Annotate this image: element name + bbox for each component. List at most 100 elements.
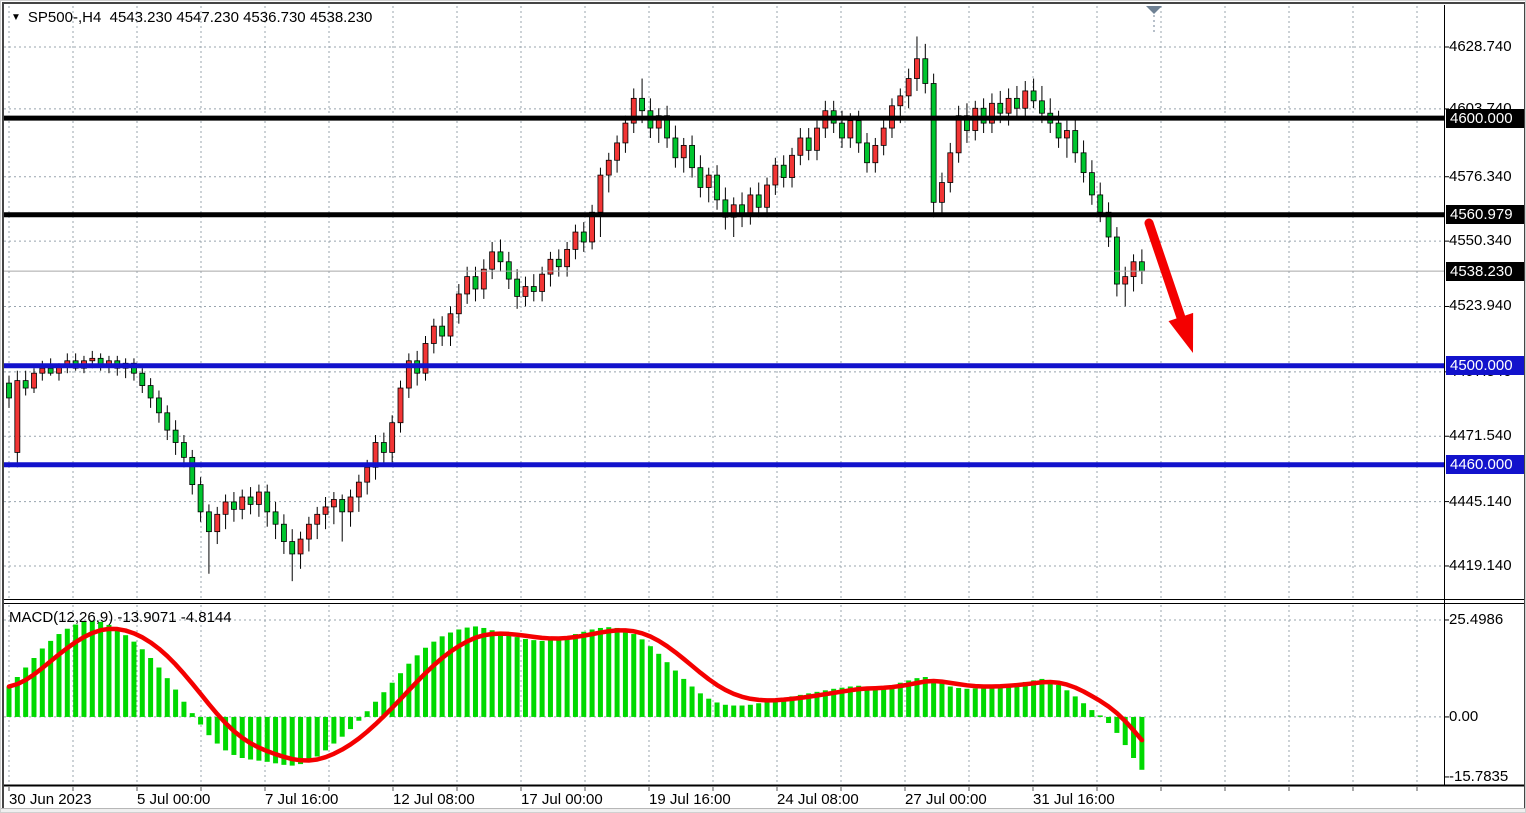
- macd-histogram-bar: [139, 649, 145, 717]
- candle-body: [1113, 236, 1120, 285]
- macd-histogram-bar: [881, 686, 887, 717]
- candle-body: [547, 258, 554, 275]
- candle-body: [672, 137, 679, 159]
- candle-body: [705, 174, 712, 188]
- candle-body: [31, 372, 37, 389]
- macd-histogram-bar: [289, 716, 295, 766]
- candle-body: [139, 372, 146, 386]
- macd-histogram-bar: [531, 640, 537, 717]
- macd-histogram-bar: [922, 677, 928, 717]
- macd-histogram-bar: [597, 627, 603, 717]
- macd-histogram-bar: [306, 716, 312, 762]
- macd-histogram-bar: [73, 624, 79, 717]
- macd-histogram-bar: [589, 629, 595, 717]
- macd-histogram-bar: [714, 702, 720, 717]
- candle-body: [380, 442, 387, 453]
- candle-body: [472, 276, 479, 290]
- macd-histogram-bar: [364, 711, 370, 717]
- candle-body: [755, 194, 762, 208]
- candle-body: [764, 184, 770, 208]
- macd-histogram-bar: [664, 662, 670, 717]
- candle-body: [297, 538, 304, 555]
- candle-body: [172, 429, 179, 443]
- time-axis-label: 31 Jul 16:00: [1033, 791, 1115, 808]
- macd-histogram-bar: [872, 687, 878, 717]
- time-axis-label: 24 Jul 08:00: [777, 791, 859, 808]
- candle-body: [930, 83, 937, 203]
- candle-body: [347, 496, 354, 513]
- symbol-dropdown-icon[interactable]: ▼: [11, 12, 21, 23]
- last-bar-marker-icon[interactable]: [1146, 6, 1162, 14]
- candle-body: [514, 278, 521, 297]
- candle-body: [489, 251, 496, 270]
- macd-histogram-bar: [381, 692, 387, 717]
- candle-body: [464, 276, 471, 295]
- candle-body: [947, 152, 954, 183]
- candle-body: [697, 167, 704, 188]
- macd-tick-label: 25.4986: [1449, 610, 1504, 628]
- macd-histogram-bar: [173, 689, 179, 717]
- macd-histogram-bar: [647, 646, 653, 717]
- macd-histogram-bar: [231, 716, 237, 755]
- macd-histogram-bar: [806, 693, 812, 717]
- macd-histogram-bar: [839, 687, 845, 717]
- macd-histogram-bar: [572, 634, 578, 717]
- macd-histogram-bar: [214, 716, 220, 744]
- macd-histogram-bar: [356, 716, 362, 721]
- macd-histogram-bar: [447, 632, 453, 717]
- candle-body: [597, 174, 604, 213]
- macd-histogram-bar: [1081, 703, 1087, 717]
- candle-body: [264, 491, 271, 513]
- candle-body: [156, 397, 162, 414]
- macd-histogram-bar: [947, 686, 953, 717]
- candle-body: [897, 95, 904, 107]
- macd-histogram-bar: [189, 713, 195, 717]
- candle-body: [1039, 100, 1045, 114]
- macd-histogram-bar: [281, 716, 287, 765]
- candle-body: [1138, 261, 1145, 272]
- candle-body: [255, 491, 262, 505]
- candle-body: [847, 120, 854, 139]
- hline-price-label[interactable]: 4600.000: [1446, 108, 1524, 128]
- price-tick-label: 4471.540: [1449, 427, 1512, 445]
- macd-histogram-bar: [864, 686, 870, 717]
- macd-histogram-bar: [739, 705, 745, 717]
- macd-histogram-bar: [914, 678, 920, 717]
- chart-title: ▼ SP500-,H4 4543.230 4547.230 4536.730 45…: [11, 9, 372, 26]
- macd-histogram-bar: [123, 635, 129, 717]
- macd-histogram-bar: [581, 631, 587, 717]
- candle-body: [939, 182, 945, 203]
- macd-histogram-bar: [506, 634, 512, 717]
- macd-histogram-bar: [6, 686, 12, 717]
- macd-histogram-bar: [264, 716, 270, 762]
- hline-price-label[interactable]: 4500.000: [1446, 356, 1524, 376]
- price-tick-label: 4550.340: [1449, 232, 1512, 250]
- candle-body: [405, 360, 412, 389]
- candle-body: [905, 78, 912, 97]
- candle-body: [505, 261, 512, 280]
- macd-histogram-bar: [856, 685, 862, 717]
- macd-histogram-bar: [398, 673, 404, 717]
- macd-histogram-bar: [314, 716, 320, 757]
- macd-histogram-bar: [789, 696, 795, 717]
- down-arrow-shaft[interactable]: [1144, 218, 1188, 328]
- macd-histogram-bar: [972, 688, 978, 717]
- macd-histogram-bar: [23, 667, 29, 717]
- candle-body: [181, 442, 187, 458]
- macd-histogram-bar: [339, 716, 345, 737]
- macd-histogram-bar: [1047, 681, 1053, 717]
- down-arrow-head[interactable]: [1168, 312, 1194, 353]
- symbol-timeframe: SP500-,H4: [27, 9, 102, 26]
- hline-price-label[interactable]: 4460.000: [1446, 455, 1524, 475]
- macd-histogram-bar: [273, 716, 279, 764]
- hline-price-label[interactable]: 4560.979: [1446, 205, 1524, 225]
- macd-histogram-bar: [931, 679, 937, 717]
- macd-histogram-bar: [906, 680, 912, 717]
- macd-histogram-bar: [1089, 710, 1095, 717]
- macd-histogram-bar: [889, 684, 895, 717]
- candle-body: [314, 513, 321, 525]
- candle-body: [1080, 152, 1087, 174]
- macd-histogram-bar: [706, 698, 712, 717]
